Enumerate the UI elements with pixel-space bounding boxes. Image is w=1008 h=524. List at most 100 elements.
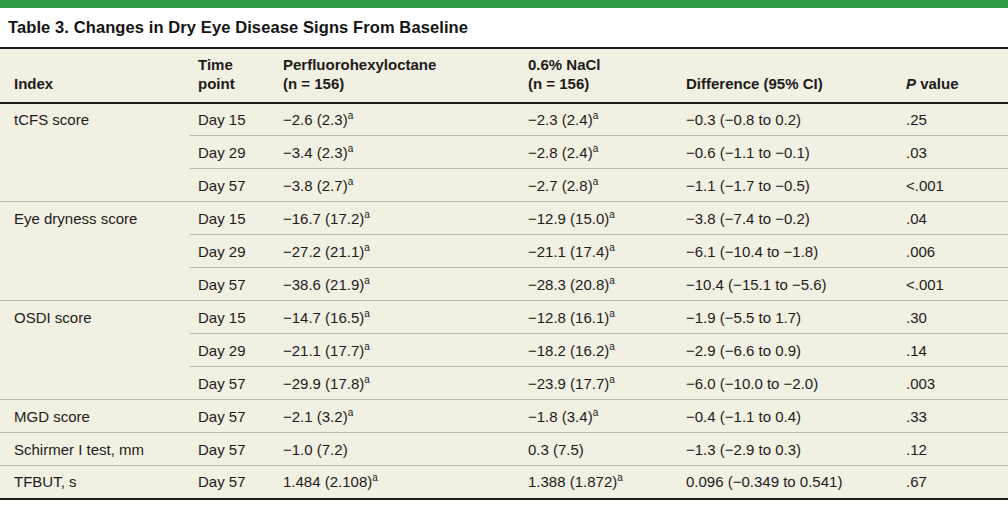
table-row: Day 57 −29.9 (17.8)a −23.9 (17.7)a −6.0 … [0,367,1008,400]
cell-index [0,235,190,268]
cell-p-value: .003 [898,367,1008,400]
cell-perfluorohexyloctane: 1.484 (2.108)a [275,466,520,499]
footnote-marker: a [609,374,615,385]
cell-nacl: 0.3 (7.5) [520,433,678,466]
cell-time-point: Day 15 [190,202,275,235]
cell-index [0,136,190,169]
cell-difference: −0.3 (−0.8 to 0.2) [678,103,898,136]
cell-time-point: Day 57 [190,400,275,433]
p-value-rest: value [916,75,959,92]
cell-time-point: Day 29 [190,136,275,169]
cell-nacl: −1.8 (3.4)a [520,400,678,433]
journal-table-figure: Table 3. Changes in Dry Eye Disease Sign… [0,0,1008,524]
cell-time-point: Day 29 [190,235,275,268]
footnote-marker: a [364,374,370,385]
cell-time-point: Day 57 [190,466,275,499]
cell-index: tCFS score [0,103,190,136]
footnote-marker: a [364,209,370,220]
table-row: Eye dryness score Day 15 −16.7 (17.2)a −… [0,202,1008,235]
cell-index: TFBUT, s [0,466,190,499]
col-header-nacl: 0.6% NaCl (n = 156) [520,49,678,103]
cell-difference: 0.096 (−0.349 to 0.541) [678,466,898,499]
cell-index: Schirmer I test, mm [0,433,190,466]
footnote-marker: a [372,472,378,483]
cell-difference: −3.8 (−7.4 to −0.2) [678,202,898,235]
footnote-marker: a [593,110,599,121]
table-row: Schirmer I test, mm Day 57 −1.0 (7.2) 0.… [0,433,1008,466]
cell-index [0,268,190,301]
footnote-marker: a [609,275,615,286]
cell-perfluorohexyloctane: −2.6 (2.3)a [275,103,520,136]
cell-nacl: −21.1 (17.4)a [520,235,678,268]
footnote-marker: a [364,242,370,253]
cell-perfluorohexyloctane: −14.7 (16.5)a [275,301,520,334]
footnote-marker: a [593,143,599,154]
footnote-marker: a [348,110,354,121]
cell-perfluorohexyloctane: −29.9 (17.8)a [275,367,520,400]
cell-difference: −1.9 (−5.5 to 1.7) [678,301,898,334]
cell-nacl: 1.388 (1.872)a [520,466,678,499]
cell-p-value: .006 [898,235,1008,268]
cell-index [0,334,190,367]
table-title: Table 3. Changes in Dry Eye Disease Sign… [8,18,468,37]
cell-p-value: .03 [898,136,1008,169]
footnote-marker: a [348,143,354,154]
footnote-marker: a [348,176,354,187]
table-row: Day 29 −3.4 (2.3)a −2.8 (2.4)a −0.6 (−1.… [0,136,1008,169]
footnote-marker: a [364,341,370,352]
footnote-marker: a [609,242,615,253]
cell-perfluorohexyloctane: −16.7 (17.2)a [275,202,520,235]
dry-eye-signs-table: Index Time point Perfluorohexyloctane (n… [0,49,1008,500]
cell-perfluorohexyloctane: −3.4 (2.3)a [275,136,520,169]
footnote-marker: a [364,275,370,286]
table-row: Day 29 −21.1 (17.7)a −18.2 (16.2)a −2.9 … [0,334,1008,367]
table-row: MGD score Day 57 −2.1 (3.2)a −1.8 (3.4)a… [0,400,1008,433]
cell-nacl: −12.9 (15.0)a [520,202,678,235]
cell-index: Eye dryness score [0,202,190,235]
col-header-difference: Difference (95% CI) [678,49,898,103]
header-row: Index Time point Perfluorohexyloctane (n… [0,49,1008,103]
col-header-index: Index [0,49,190,103]
cell-nacl: −23.9 (17.7)a [520,367,678,400]
cell-nacl: −18.2 (16.2)a [520,334,678,367]
cell-p-value: .25 [898,103,1008,136]
table-row: Day 57 −3.8 (2.7)a −2.7 (2.8)a −1.1 (−1.… [0,169,1008,202]
cell-time-point: Day 57 [190,367,275,400]
cell-time-point: Day 57 [190,268,275,301]
cell-perfluorohexyloctane: −21.1 (17.7)a [275,334,520,367]
cell-time-point: Day 29 [190,334,275,367]
cell-time-point: Day 57 [190,433,275,466]
cell-perfluorohexyloctane: −38.6 (21.9)a [275,268,520,301]
col-header-perfluorohexyloctane: Perfluorohexyloctane (n = 156) [275,49,520,103]
col-header-time-point: Time point [190,49,275,103]
table-title-block: Table 3. Changes in Dry Eye Disease Sign… [0,8,1008,49]
footnote-marker: a [609,209,615,220]
cell-nacl: −12.8 (16.1)a [520,301,678,334]
cell-p-value: .33 [898,400,1008,433]
footnote-marker: a [609,341,615,352]
cell-difference: −2.9 (−6.6 to 0.9) [678,334,898,367]
cell-perfluorohexyloctane: −1.0 (7.2) [275,433,520,466]
cell-nacl: −2.7 (2.8)a [520,169,678,202]
col-header-p-value: P value [898,49,1008,103]
footnote-marker: a [348,407,354,418]
cell-index: MGD score [0,400,190,433]
cell-time-point: Day 15 [190,301,275,334]
cell-p-value: .04 [898,202,1008,235]
cell-p-value: .12 [898,433,1008,466]
cell-perfluorohexyloctane: −27.2 (21.1)a [275,235,520,268]
cell-p-value: <.001 [898,268,1008,301]
cell-difference: −6.1 (−10.4 to −1.8) [678,235,898,268]
table-row: OSDI score Day 15 −14.7 (16.5)a −12.8 (1… [0,301,1008,334]
table-row: Day 57 −38.6 (21.9)a −28.3 (20.8)a −10.4… [0,268,1008,301]
table-row: tCFS score Day 15 −2.6 (2.3)a −2.3 (2.4)… [0,103,1008,136]
cell-difference: −1.1 (−1.7 to −0.5) [678,169,898,202]
footnote-marker: a [593,176,599,187]
cell-time-point: Day 15 [190,103,275,136]
cell-p-value: .14 [898,334,1008,367]
cell-difference: −0.4 (−1.1 to 0.4) [678,400,898,433]
footnote-marker: a [593,407,599,418]
cell-nacl: −2.3 (2.4)a [520,103,678,136]
cell-difference: −0.6 (−1.1 to −0.1) [678,136,898,169]
accent-bar-top [0,0,1008,8]
